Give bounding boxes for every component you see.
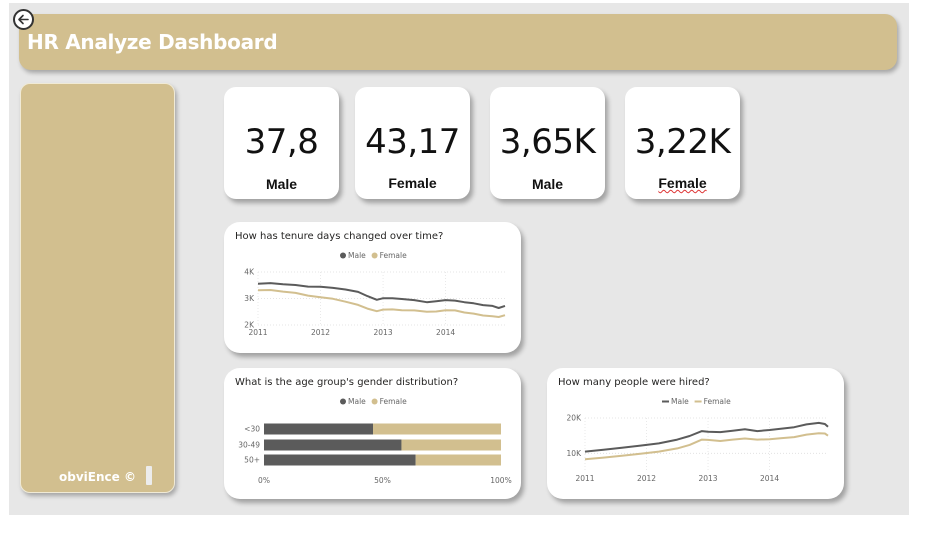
back-button[interactable]	[13, 9, 34, 30]
bar-male	[264, 454, 416, 466]
x-tick-label: 2014	[760, 474, 779, 483]
bar-female	[373, 423, 501, 435]
bar-female	[401, 439, 501, 451]
kpi-card-count-female[interactable]: 3,22K Female	[625, 87, 740, 199]
y-tick-label: 2K	[244, 321, 255, 330]
bar-female	[415, 454, 501, 466]
x-tick-label: 2012	[637, 474, 656, 483]
x-tick-label: 100%	[490, 476, 511, 485]
legend-label: Male	[348, 251, 366, 260]
category-label: 30-49	[238, 441, 260, 450]
y-tick-label: 10K	[567, 449, 583, 458]
category-label: <30	[244, 425, 260, 434]
sidebar-scroll-handle[interactable]	[146, 466, 152, 485]
kpi-card-avg-age-female[interactable]: 43,17 Female	[355, 87, 470, 199]
series-line-female	[584, 432, 829, 461]
y-tick-label: 3K	[244, 294, 255, 303]
kpi-value: 3,22K	[634, 122, 731, 162]
kpi-value: 37,8	[244, 122, 319, 162]
legend-marker	[340, 398, 346, 405]
x-tick-label: 2013	[374, 328, 393, 337]
legend-marker	[371, 252, 378, 259]
x-tick-label: 2014	[436, 328, 455, 337]
chart-title: What is the age group's gender distribut…	[235, 377, 459, 388]
legend-label: Female	[704, 397, 732, 406]
arrow-left-icon	[18, 14, 29, 25]
series-line-male	[584, 421, 829, 453]
kpi-label: Female	[388, 175, 437, 191]
series-line-female	[257, 289, 506, 318]
kpi-card-avg-age-male[interactable]: 37,8 Male	[224, 87, 339, 199]
legend-label: Female	[380, 397, 408, 406]
kpi-label: Male	[531, 176, 564, 192]
header-bar: HR Analyze Dashboard	[19, 14, 897, 70]
series-line-male	[257, 282, 506, 309]
age-gender-bar-chart: Male Female <30 30-49 50+ 0% 50% 100%	[238, 397, 512, 485]
brand-label: obviEnce ©	[59, 470, 136, 484]
category-label: 50+	[244, 456, 260, 465]
x-tick-label: 2011	[575, 474, 594, 483]
kpi-value: 43,17	[365, 122, 460, 162]
x-tick-label: 50%	[374, 476, 391, 485]
kpi-label: Female	[658, 175, 707, 191]
y-tick-label: 4K	[244, 268, 255, 277]
hired-chart-card[interactable]: How many people were hired? Male Female 20…	[547, 368, 844, 499]
legend-label: Female	[380, 251, 408, 260]
legend-marker	[371, 398, 378, 405]
legend-label: Male	[671, 397, 689, 406]
dashboard-title: HR Analyze Dashboard	[27, 30, 278, 54]
chart-title: How many people were hired?	[558, 377, 710, 388]
x-tick-label: 2012	[311, 328, 330, 337]
tenure-chart-card[interactable]: How has tenure days changed over time? M…	[224, 222, 521, 353]
sidebar-panel: obviEnce ©	[20, 83, 175, 493]
x-tick-label: 2013	[698, 474, 717, 483]
legend-marker	[340, 252, 346, 259]
y-tick-label: 20K	[567, 414, 583, 423]
age-gender-chart-card[interactable]: What is the age group's gender distribut…	[224, 368, 521, 499]
chart-title: How has tenure days changed over time?	[235, 231, 444, 242]
x-tick-label: 0%	[258, 476, 270, 485]
legend-label: Male	[348, 397, 366, 406]
bar-male	[264, 423, 374, 435]
hired-line-chart: Male Female 20K 10K 2011 2012 2013 2014	[567, 397, 829, 483]
x-tick-label: 2011	[248, 328, 267, 337]
bar-male	[264, 439, 402, 451]
kpi-value: 3,65K	[499, 122, 596, 162]
kpi-card-count-male[interactable]: 3,65K Male	[490, 87, 605, 199]
kpi-label: Male	[265, 176, 298, 192]
